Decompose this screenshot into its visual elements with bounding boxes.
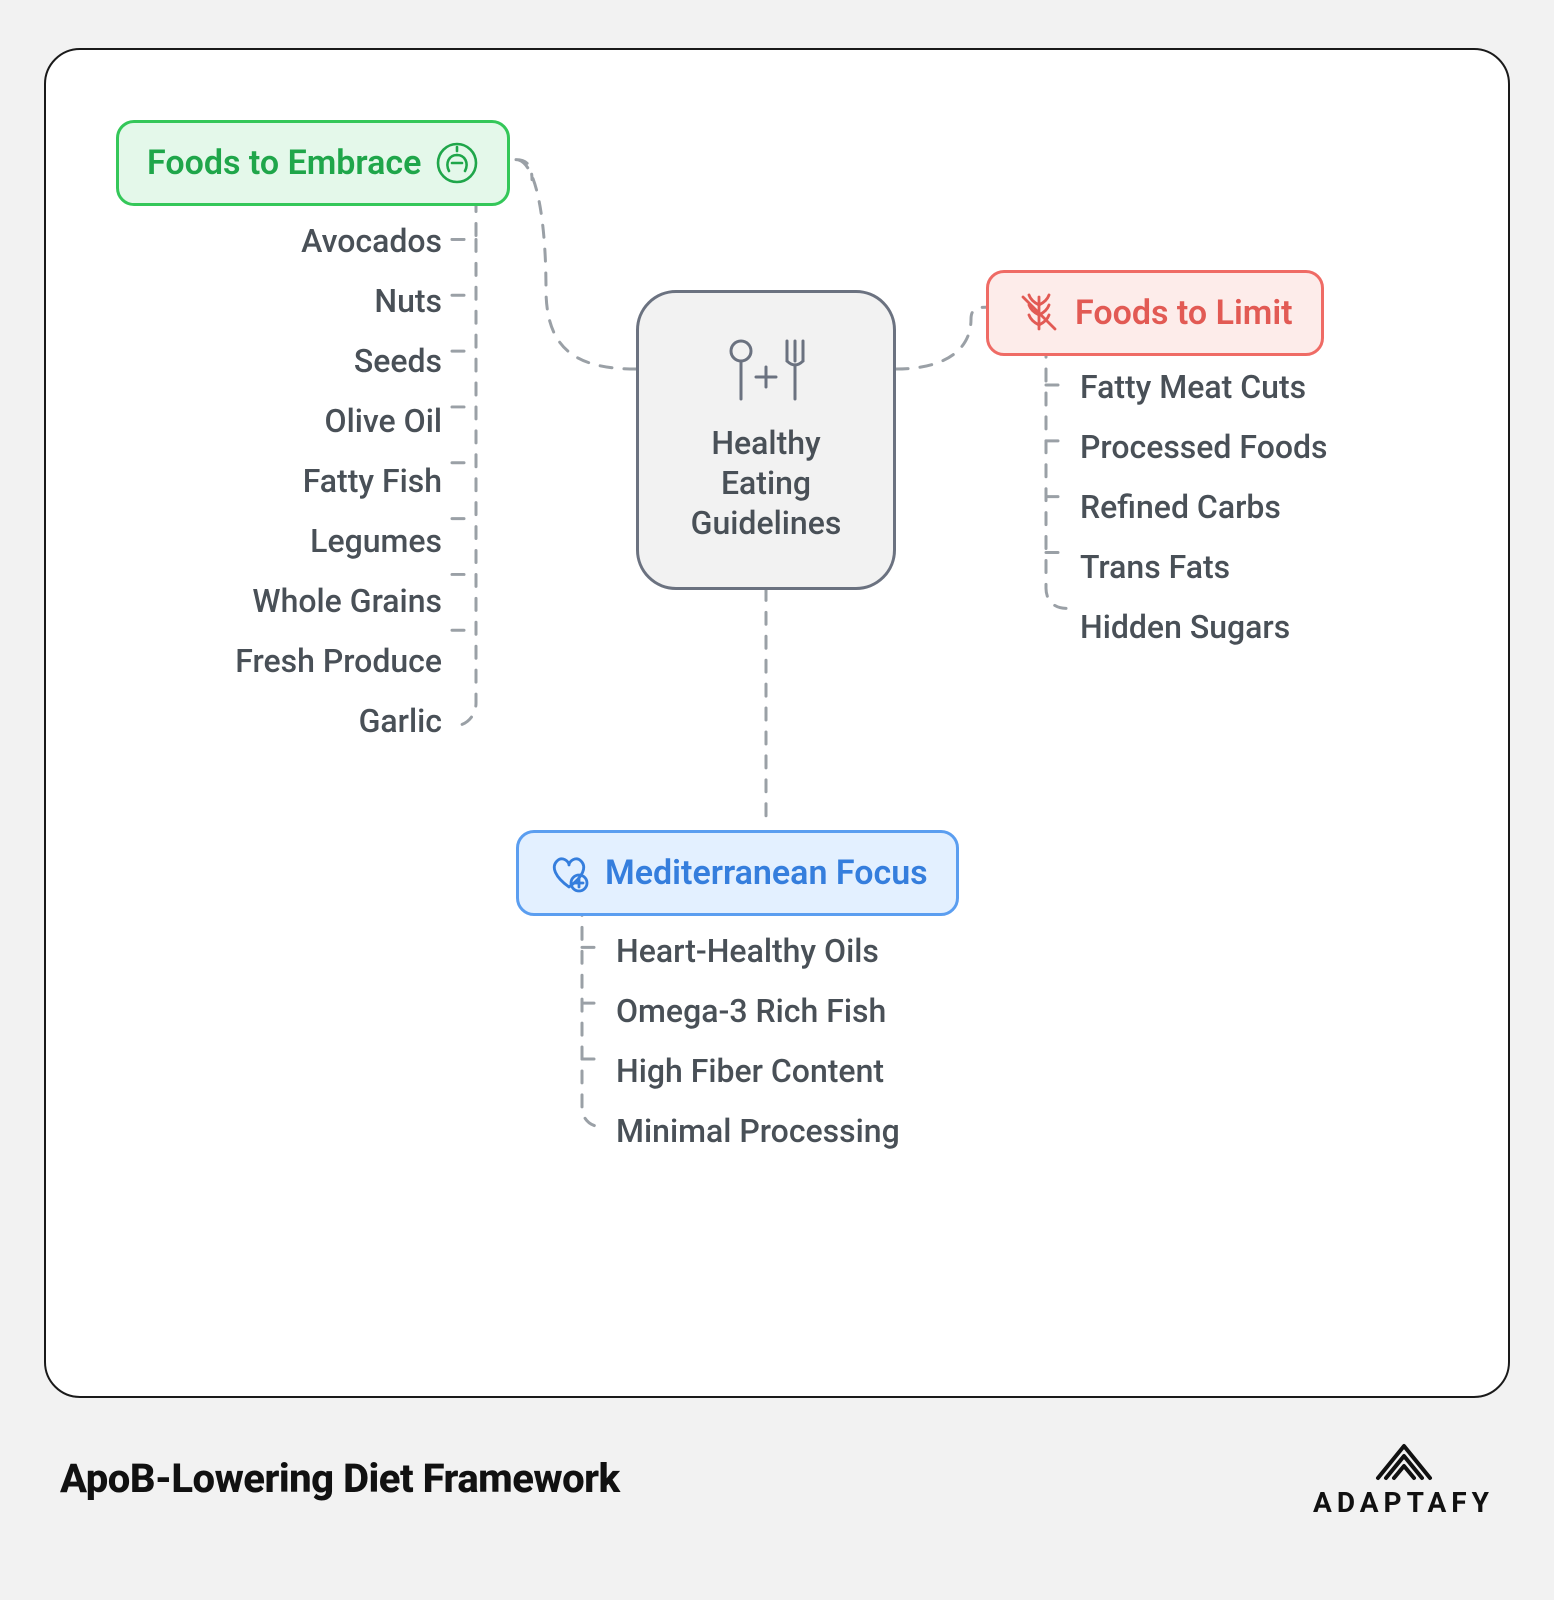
food-health-icon [721, 337, 811, 407]
list-item: Avocados [301, 222, 442, 260]
limit-label: Foods to Limit [1075, 293, 1293, 333]
embrace-label: Foods to Embrace [147, 143, 421, 183]
list-item: Garlic [359, 702, 442, 740]
mediterranean-header: Mediterranean Focus [516, 830, 959, 916]
list-item: High Fiber Content [616, 1052, 884, 1090]
limit-list: Fatty Meat Cuts Processed Foods Refined … [1080, 368, 1328, 646]
list-item: Nuts [374, 282, 442, 320]
brand: ADAPTAFY [1313, 1438, 1494, 1519]
list-item: Refined Carbs [1080, 488, 1281, 526]
list-item: Fatty Meat Cuts [1080, 368, 1306, 406]
vegetable-icon [435, 141, 479, 185]
list-item: Legumes [310, 522, 442, 560]
brand-name: ADAPTAFY [1313, 1486, 1494, 1519]
list-item: Omega-3 Rich Fish [616, 992, 886, 1030]
list-item: Fresh Produce [235, 642, 442, 680]
page-title: ApoB-Lowering Diet Framework [60, 1455, 620, 1502]
embrace-header: Foods to Embrace [116, 120, 510, 206]
list-item: Fatty Fish [303, 462, 442, 500]
list-item: Hidden Sugars [1080, 608, 1290, 646]
diagram-frame: HealthyEatingGuidelines Foods to Embrace… [44, 48, 1510, 1398]
list-item: Olive Oil [325, 402, 442, 440]
list-item: Seeds [354, 342, 442, 380]
mediterranean-list: Heart-Healthy Oils Omega-3 Rich Fish Hig… [616, 932, 900, 1150]
list-item: Minimal Processing [616, 1112, 900, 1150]
brand-logo-icon [1372, 1438, 1436, 1482]
list-item: Processed Foods [1080, 428, 1328, 466]
list-item: Trans Fats [1080, 548, 1230, 586]
no-wheat-icon [1017, 291, 1061, 335]
list-item: Heart-Healthy Oils [616, 932, 879, 970]
heart-plus-icon [547, 851, 591, 895]
footer: ApoB-Lowering Diet Framework ADAPTAFY [44, 1398, 1510, 1519]
center-label: HealthyEatingGuidelines [691, 423, 842, 543]
limit-header: Foods to Limit [986, 270, 1324, 356]
mediterranean-label: Mediterranean Focus [605, 853, 928, 893]
center-node: HealthyEatingGuidelines [636, 290, 896, 590]
embrace-list: Avocados Nuts Seeds Olive Oil Fatty Fish… [116, 222, 442, 740]
list-item: Whole Grains [252, 582, 442, 620]
